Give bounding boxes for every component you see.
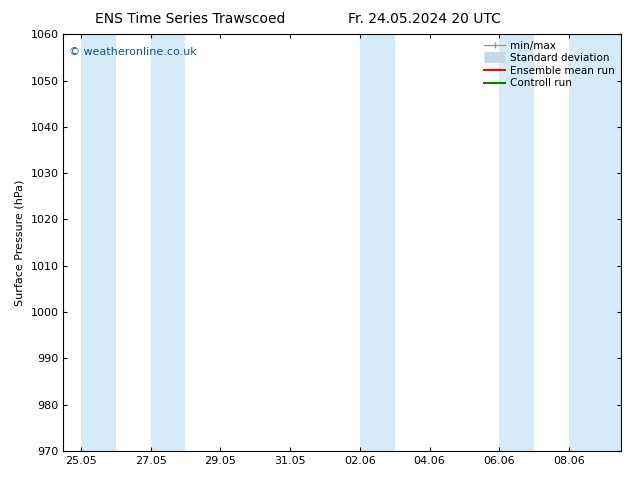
Text: Fr. 24.05.2024 20 UTC: Fr. 24.05.2024 20 UTC	[348, 12, 501, 26]
Bar	[81, 34, 116, 451]
Legend: min/max, Standard deviation, Ensemble mean run, Controll run: min/max, Standard deviation, Ensemble me…	[480, 36, 619, 93]
Bar	[359, 34, 394, 451]
Text: © weatheronline.co.uk: © weatheronline.co.uk	[69, 47, 197, 57]
Y-axis label: Surface Pressure (hPa): Surface Pressure (hPa)	[15, 179, 25, 306]
Bar	[569, 34, 621, 451]
Text: ENS Time Series Trawscoed: ENS Time Series Trawscoed	[95, 12, 285, 26]
Bar	[500, 34, 534, 451]
Bar	[150, 34, 185, 451]
